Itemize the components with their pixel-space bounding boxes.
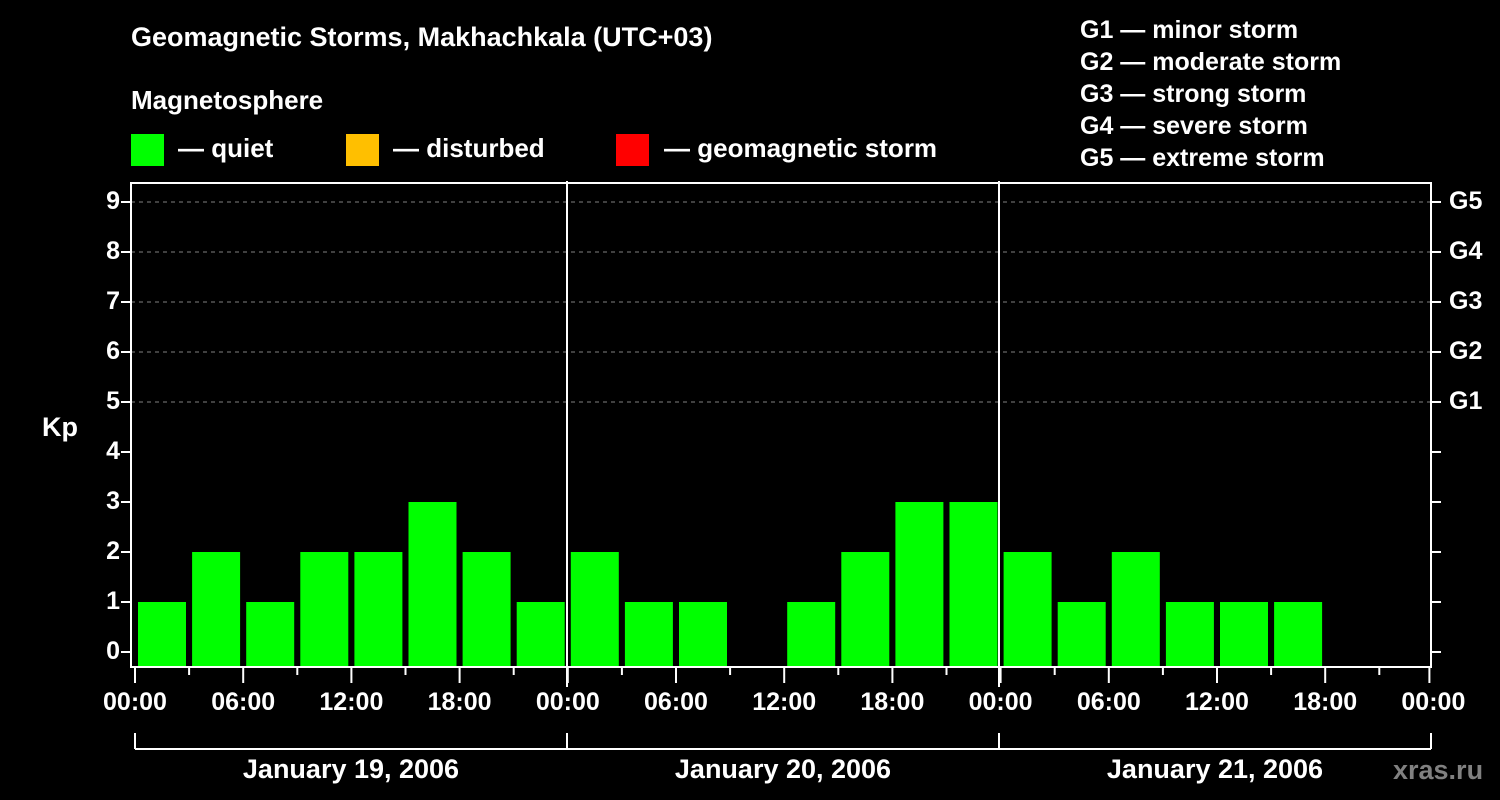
x-tick-label: 12:00	[1185, 688, 1249, 716]
g-tick-label: G5	[1449, 187, 1483, 215]
x-tick-label: 00:00	[535, 688, 600, 716]
x-tick-label: 06:00	[211, 688, 276, 716]
kp-bar	[787, 602, 836, 667]
x-tick-label: 00:00	[103, 688, 167, 716]
legend-label-disturbed: — disturbed	[393, 133, 545, 163]
x-tick-label: 18:00	[860, 688, 925, 716]
x-tick-label: 06:00	[1076, 688, 1141, 716]
kp-bar	[516, 602, 565, 667]
legend-heading: Magnetosphere	[131, 85, 324, 115]
kp-bar	[408, 502, 457, 667]
kp-bar	[1165, 602, 1214, 667]
y-tick-label: 0	[106, 637, 120, 665]
x-tick-label: 00:00	[968, 688, 1033, 716]
legend-label-quiet: — quiet	[178, 133, 274, 163]
g-scale-item: G1 — minor storm	[1080, 16, 1299, 44]
x-tick-label: 12:00	[319, 688, 384, 716]
kp-bar	[1003, 552, 1052, 667]
legend-swatch-disturbed	[346, 134, 379, 166]
legend-label-storm: — geomagnetic storm	[664, 133, 938, 163]
kp-bar	[138, 602, 186, 667]
kp-bar	[1057, 602, 1106, 667]
kp-bar	[570, 552, 619, 667]
kp-bar	[895, 502, 944, 667]
g-scale-list: G1 — minor storm G2 — moderate storm G3 …	[1080, 14, 1341, 174]
y-tick-label: 9	[106, 187, 120, 215]
kp-bar	[462, 552, 511, 667]
g-scale-item: G5 — extreme storm	[1080, 144, 1325, 172]
y-axis-label: Kp	[42, 412, 78, 442]
chart-title: Geomagnetic Storms, Makhachkala (UTC+03)	[131, 22, 713, 52]
watermark: xras.ru	[1393, 755, 1484, 785]
legend-swatch-quiet	[131, 134, 164, 166]
kp-bar	[1274, 602, 1323, 667]
kp-bar	[246, 602, 295, 667]
kp-bar	[1111, 552, 1160, 667]
x-tick-label: 18:00	[427, 688, 492, 716]
kp-bar	[1220, 602, 1268, 667]
g-tick-label: G3	[1449, 287, 1483, 315]
g-scale-item: G2 — moderate storm	[1080, 48, 1342, 76]
x-tick-label: 06:00	[644, 688, 708, 716]
g-scale-item: G3 — strong storm	[1080, 80, 1307, 108]
x-tick-label: 18:00	[1293, 688, 1358, 716]
y-tick-label: 7	[106, 287, 120, 315]
y-tick-label: 2	[106, 537, 120, 565]
g-tick-label: G2	[1449, 337, 1483, 365]
kp-bar	[679, 602, 727, 667]
y-tick-label: 4	[106, 437, 120, 465]
x-tick-label: 12:00	[752, 688, 817, 716]
kp-bar	[841, 552, 890, 667]
date-label: January 19, 2006	[242, 754, 460, 784]
x-tick-label: 00:00	[1401, 688, 1466, 716]
kp-bar	[949, 502, 998, 667]
legend-swatch-storm	[616, 134, 649, 166]
y-tick-label: 5	[106, 387, 120, 415]
date-label: January 20, 2006	[674, 754, 892, 784]
kp-bar	[354, 552, 403, 667]
y-tick-label: 8	[106, 237, 120, 265]
kp-bar	[300, 552, 349, 667]
g-tick-label: G4	[1449, 237, 1483, 265]
plot-frame	[130, 182, 1432, 668]
y-tick-label: 1	[106, 587, 120, 615]
kp-bar	[192, 552, 241, 667]
kp-bar	[624, 602, 673, 667]
y-tick-label: 6	[106, 337, 120, 365]
y-tick-label: 3	[106, 487, 120, 515]
g-scale-item: G4 — severe storm	[1080, 112, 1308, 140]
g-tick-label: G1	[1449, 387, 1483, 415]
date-label: January 21, 2006	[1106, 754, 1324, 784]
